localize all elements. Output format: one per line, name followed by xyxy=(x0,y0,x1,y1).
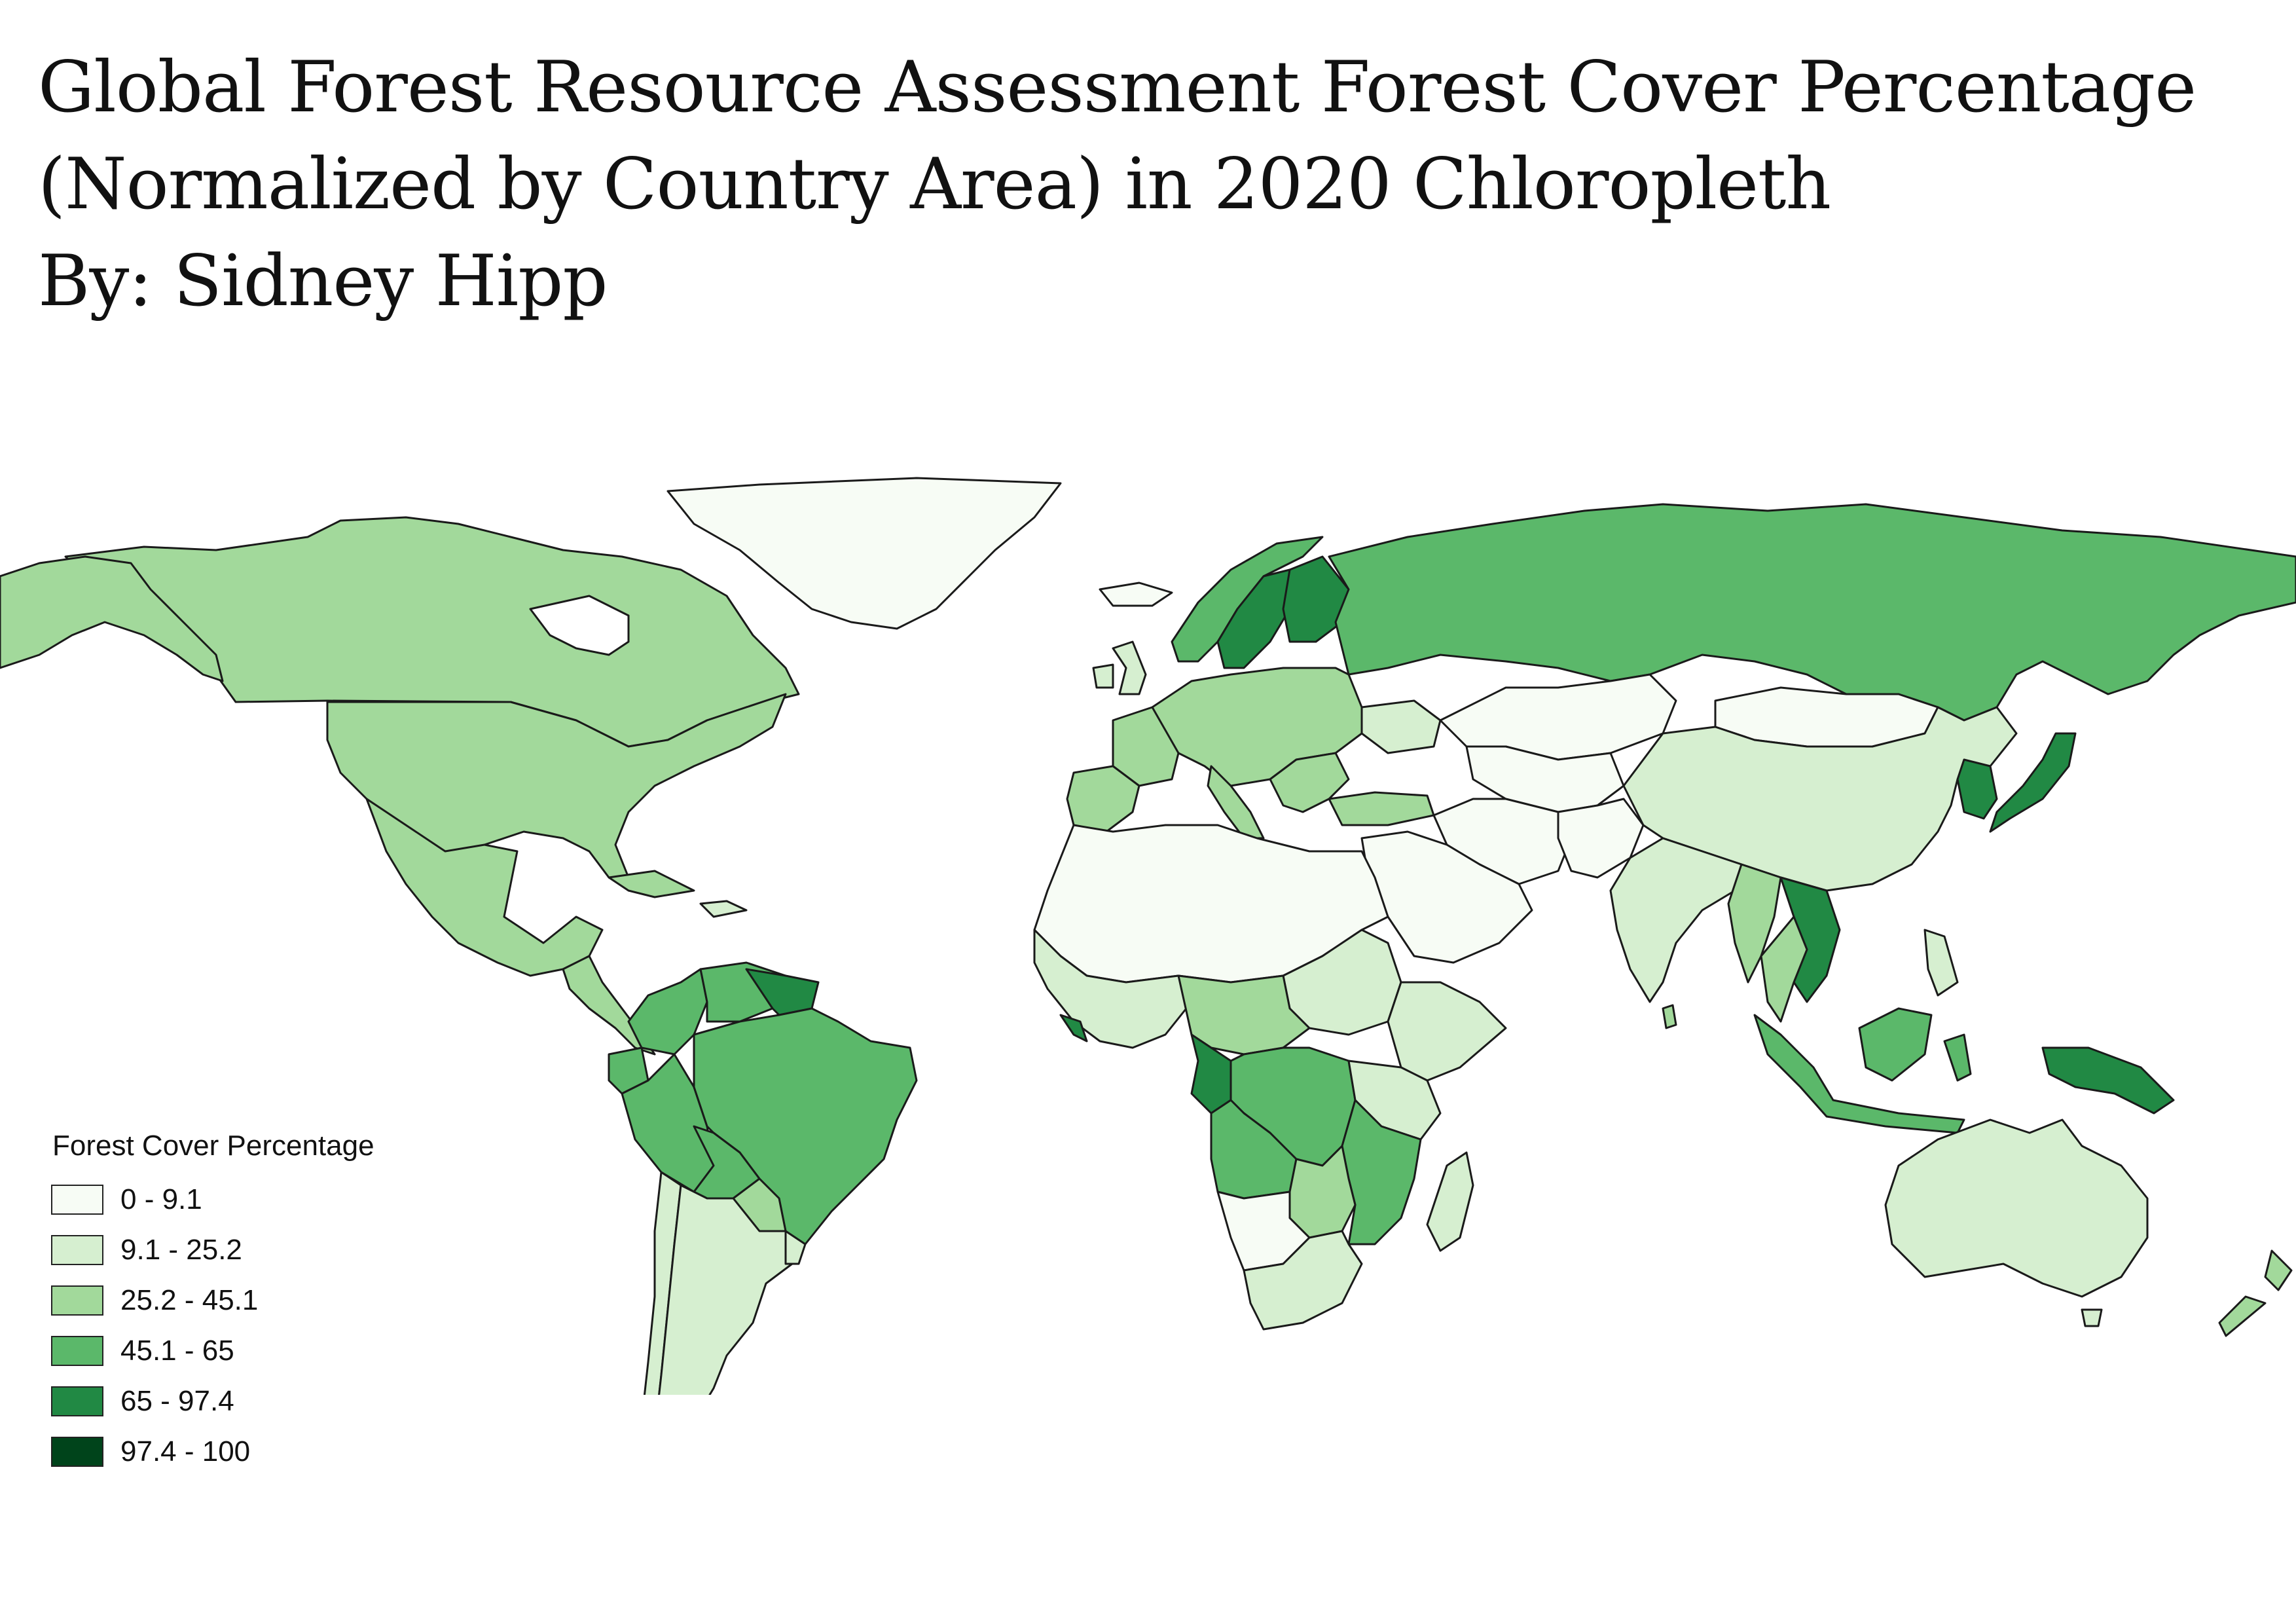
legend-label: 45.1 - 65 xyxy=(120,1334,234,1367)
region-canada xyxy=(64,516,800,748)
region-new-guinea xyxy=(2041,1046,2175,1115)
region-west-africa xyxy=(1033,929,1193,1049)
title-line-1: Global Forest Resource Assessment Forest… xyxy=(38,46,2196,128)
region-mexico xyxy=(365,798,604,977)
region-sri-lanka xyxy=(1662,1004,1677,1029)
region-hispaniola xyxy=(699,900,748,918)
region-sumatra-java xyxy=(1753,1014,1965,1134)
region-sulawesi xyxy=(1943,1033,1972,1082)
legend-swatch xyxy=(51,1184,103,1215)
legend-items: 0 - 9.1 9.1 - 25.2 25.2 - 45.1 45.1 - 65… xyxy=(51,1174,374,1477)
legend-swatch xyxy=(51,1234,103,1265)
region-thailand xyxy=(1760,915,1808,1023)
region-central-asia xyxy=(1465,745,1625,813)
legend-item: 9.1 - 25.2 xyxy=(51,1225,374,1275)
region-greenland xyxy=(666,477,1062,630)
region-madagascar xyxy=(1426,1151,1474,1252)
region-western-europe xyxy=(1151,667,1363,787)
legend-item: 97.4 - 100 xyxy=(51,1426,374,1477)
title-line-2: (Normalized by Country Area) in 2020 Chl… xyxy=(38,143,1831,225)
legend-swatch xyxy=(51,1335,103,1366)
region-ukraine xyxy=(1360,699,1442,754)
region-balkans xyxy=(1269,752,1350,813)
region-uruguay xyxy=(784,1230,807,1265)
region-russia xyxy=(1328,503,2296,722)
legend-swatch xyxy=(51,1285,103,1316)
region-argentina xyxy=(658,1184,793,1395)
legend-swatch xyxy=(51,1386,103,1416)
region-uk xyxy=(1112,640,1147,695)
legend-label: 97.4 - 100 xyxy=(120,1435,251,1467)
region-iceland xyxy=(1099,581,1173,607)
region-myanmar xyxy=(1727,863,1782,984)
title-line-3: By: Sidney Hipp xyxy=(38,240,608,322)
region-norway xyxy=(1171,536,1324,663)
region-liberia xyxy=(1059,1014,1088,1043)
region-new-zealand xyxy=(2218,1249,2293,1337)
region-borneo xyxy=(1858,1007,1933,1082)
region-australia xyxy=(1884,1118,2149,1298)
hudson-bay xyxy=(529,595,630,656)
legend: Forest Cover Percentage 0 - 9.1 9.1 - 25… xyxy=(51,1130,374,1477)
legend-item: 45.1 - 65 xyxy=(51,1325,374,1376)
legend-label: 65 - 97.4 xyxy=(120,1384,234,1417)
region-korea xyxy=(1956,758,1998,820)
region-india xyxy=(1609,837,1743,1003)
region-turkey xyxy=(1328,791,1435,826)
region-iberia xyxy=(1066,765,1140,833)
world-choropleth-map xyxy=(0,477,2296,1395)
region-tasmania xyxy=(2081,1308,2103,1327)
legend-item: 0 - 9.1 xyxy=(51,1174,374,1225)
legend-label: 0 - 9.1 xyxy=(120,1183,202,1215)
region-alaska xyxy=(0,555,224,682)
region-philippines xyxy=(1923,929,1959,997)
legend-item: 25.2 - 45.1 xyxy=(51,1275,374,1325)
legend-item: 65 - 97.4 xyxy=(51,1376,374,1426)
legend-title: Forest Cover Percentage xyxy=(52,1130,374,1162)
map-title: Global Forest Resource Assessment Forest… xyxy=(38,39,2198,330)
legend-label: 9.1 - 25.2 xyxy=(120,1233,242,1266)
region-japan xyxy=(1989,732,2077,833)
region-south-africa xyxy=(1243,1230,1363,1331)
region-cuba xyxy=(608,870,695,898)
region-horn-africa xyxy=(1387,981,1507,1082)
region-ireland xyxy=(1092,663,1114,689)
legend-swatch xyxy=(51,1436,103,1467)
legend-label: 25.2 - 45.1 xyxy=(120,1283,259,1316)
region-finland xyxy=(1282,555,1350,643)
